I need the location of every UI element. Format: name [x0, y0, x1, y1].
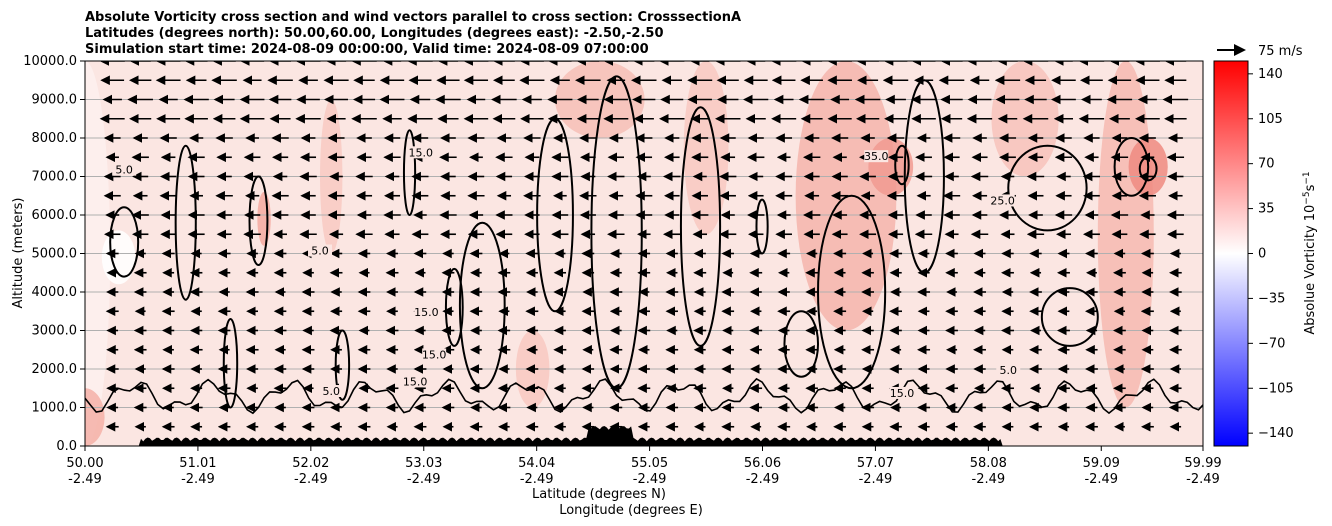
y-tick-label: 7000.0: [32, 170, 78, 185]
x-tick-label-lon: -2.49: [972, 472, 1006, 487]
colorbar-tick-label: −105: [1258, 381, 1294, 396]
x-tick-label-lat: 59.09: [1083, 456, 1120, 471]
y-tick-label: 0.0: [56, 439, 77, 454]
contour-line: [1007, 144, 1088, 232]
colorbar-label: Absolue Vorticity 10−5s−1: [1302, 171, 1318, 334]
x-tick-label-lat: 59.99: [1184, 456, 1221, 471]
contour-label-bg: [319, 385, 344, 398]
contour-label: 15.0: [403, 375, 428, 388]
colorbar-tick-label: 140: [1258, 67, 1283, 82]
vorticity-fill-region: [683, 61, 729, 235]
quiver-key: 75 m/s: [1217, 44, 1303, 59]
colorbar-tick-label: 70: [1258, 157, 1275, 172]
terrain-profile: [85, 426, 1203, 446]
contour-label-bg: [889, 386, 914, 399]
x-tick-label-lon: -2.49: [633, 472, 667, 487]
colorbar-tick-label: −140: [1258, 426, 1294, 441]
wind-vectors: [99, 61, 1189, 432]
colorbar-tick-label: −70: [1258, 336, 1285, 351]
colorbar-tick-label: −35: [1258, 291, 1285, 306]
chart-title-line-2: Latitudes (degrees north): 50.00,60.00, …: [85, 26, 664, 41]
contour-line: [458, 221, 506, 390]
y-axis: 0.0 1000.0 2000.0 3000.0 4000.0 5000.0 6000.0 7…: [23, 54, 85, 454]
contour-label-bg: [422, 348, 447, 361]
y-tick-label: 2000.0: [32, 362, 78, 377]
y-tick-label: 10000.0: [23, 54, 77, 69]
contour-label: 15.0: [408, 146, 433, 159]
contour-label-bg: [990, 194, 1015, 207]
contour-line: [222, 317, 239, 409]
contour-label-bg: [408, 146, 433, 159]
y-axis-label: Altitude (meters): [11, 198, 26, 309]
chart-title-line-1: Absolute Vorticity cross section and win…: [85, 10, 741, 25]
x-tick-label-lat: 53.03: [405, 456, 442, 471]
y-tick-label: 6000.0: [32, 208, 78, 223]
x-axis: 50.00-2.4951.01-2.4952.02-2.4953.03-2.49…: [66, 446, 1222, 487]
contour-label-bg: [403, 375, 428, 388]
quiver-key-label: 75 m/s: [1258, 44, 1303, 59]
chart-title-line-3: Simulation start time: 2024-08-09 00:00:…: [85, 42, 649, 57]
colorbar-gradient: [1213, 60, 1249, 447]
contour-label: 5.0: [322, 385, 340, 398]
contour-label-bg: [996, 363, 1021, 376]
colorbar-tick-label: 0: [1258, 247, 1266, 262]
y-tick-label: 4000.0: [32, 285, 78, 300]
vorticity-fill-region: [85, 388, 105, 446]
x-tick-label-lon: -2.49: [859, 472, 893, 487]
contour-label: 5.0: [1000, 364, 1018, 377]
x-tick-label-lon: -2.49: [746, 472, 780, 487]
x-tick-label-lon: -2.49: [294, 472, 328, 487]
y-tick-label: 1000.0: [32, 401, 78, 416]
x-tick-label-lon: -2.49: [68, 472, 102, 487]
x-tick-label-lon: -2.49: [520, 472, 554, 487]
contour-line: [755, 198, 769, 255]
x-tick-label-lat: 58.08: [970, 456, 1007, 471]
contour-label: 5.0: [311, 245, 329, 258]
x-tick-label-lat: 54.04: [518, 456, 555, 471]
contour-line: [174, 144, 197, 301]
contour-label: 5.0: [115, 164, 133, 177]
x-tick-label-lon: -2.49: [1084, 472, 1118, 487]
x-axis-label-lon: Longitude (degrees E): [559, 503, 703, 518]
colorbar: 140 105 70 35 0 −35 −70 −105 −140 Absolue Vortic…: [1213, 60, 1318, 447]
contour-line: [1040, 287, 1099, 347]
x-tick-label-lat: 55.05: [631, 456, 668, 471]
y-tick-label: 5000.0: [32, 247, 78, 262]
colorbar-tick-label: 105: [1258, 112, 1283, 127]
colorbar-tick-label: 35: [1258, 202, 1275, 217]
contour-label: 15.0: [414, 306, 439, 319]
x-tick-label-lat: 57.07: [857, 456, 894, 471]
contour-line: [894, 144, 910, 186]
vorticity-fill-region: [101, 230, 136, 285]
contour-label: 15.0: [422, 348, 447, 361]
y-tick-label: 3000.0: [32, 324, 78, 339]
vorticity-fill-region: [257, 191, 271, 246]
contour-label-bg: [414, 306, 439, 319]
x-tick-label-lat: 50.00: [66, 456, 103, 471]
contour-labels: 5.0 15.0 5.0 15.0 15.0 15.0 5.0 25.0 35.0 5.0 15.0: [112, 146, 1021, 400]
y-tick-label: 8000.0: [32, 131, 78, 146]
x-tick-label-lon: -2.49: [407, 472, 441, 487]
contour-label-bg: [864, 150, 889, 163]
contour-line: [1113, 137, 1150, 197]
x-axis-label-lat: Latitude (degrees N): [532, 487, 666, 502]
contour-label: 15.0: [890, 387, 915, 400]
plot-area: 5.0 15.0 5.0 15.0 15.0 15.0 5.0 25.0 35.0 5.0 15.0: [85, 61, 1203, 446]
contour-label: 35.0: [864, 150, 889, 163]
contour-line: [109, 206, 140, 278]
contour-label: 25.0: [990, 194, 1015, 207]
contour-label-bg: [308, 244, 333, 257]
x-tick-label-lon: -2.49: [1186, 472, 1220, 487]
x-tick-label-lat: 51.01: [179, 456, 216, 471]
contour-line: [783, 310, 820, 378]
x-tick-label-lat: 52.02: [292, 456, 329, 471]
y-tick-label: 9000.0: [32, 93, 78, 108]
colorbar-ticks: 140 105 70 35 0 −35 −70 −105 −140: [1248, 67, 1294, 441]
terrain-mask: [85, 426, 1203, 446]
contour-label-bg: [112, 163, 137, 176]
x-tick-label-lon: -2.49: [181, 472, 215, 487]
x-tick-label-lat: 56.06: [744, 456, 781, 471]
